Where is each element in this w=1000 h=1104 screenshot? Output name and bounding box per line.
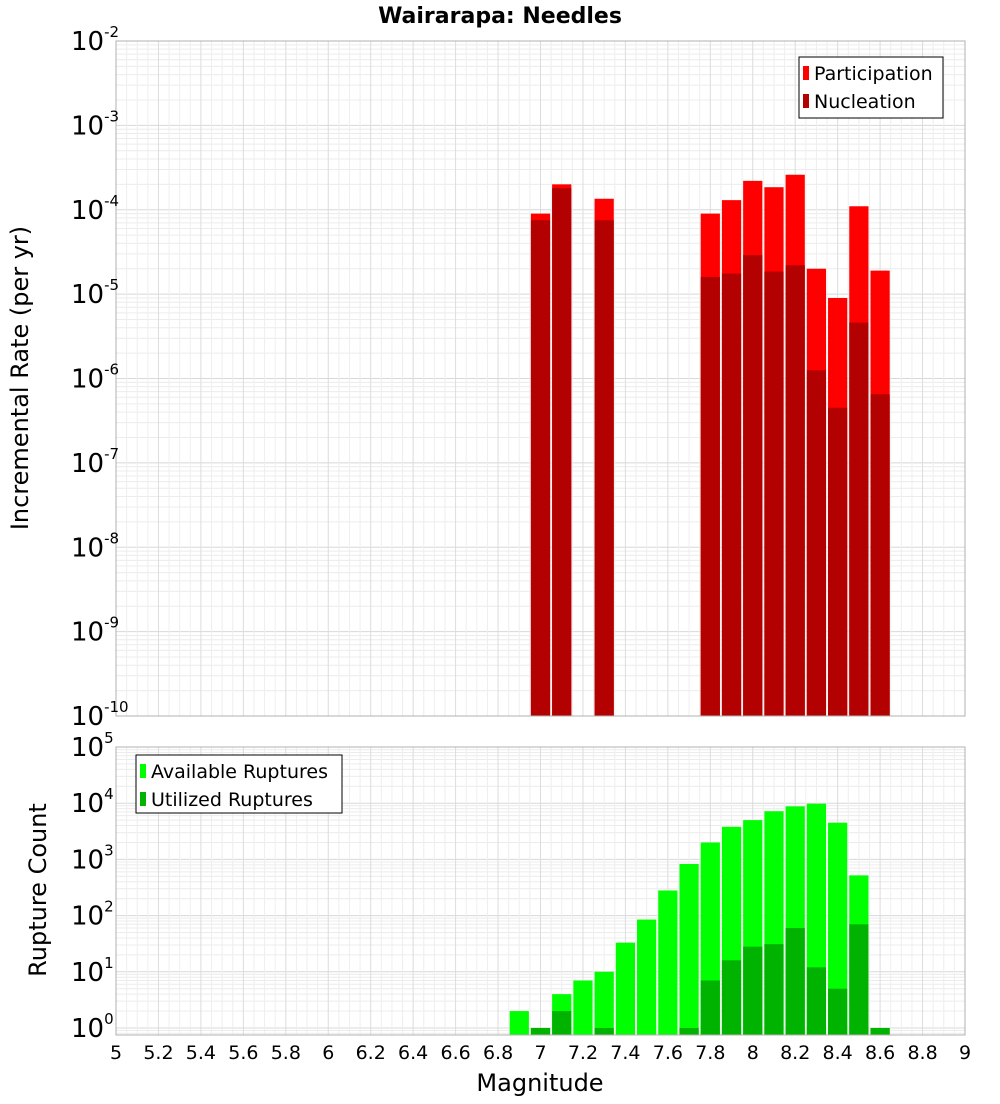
- bar-top-series-1: [870, 394, 890, 716]
- y-tick-label: 10-7: [71, 445, 119, 479]
- bar-top-series-1: [552, 188, 572, 717]
- plot-frame-bottom: [115, 746, 966, 1036]
- bar-bottom-series-1: [764, 944, 784, 1035]
- y-tick-label: 10-10: [71, 698, 129, 732]
- x-tick-label: 7.8: [695, 1042, 725, 1064]
- x-tick-label: 5.8: [271, 1042, 301, 1064]
- y-tick-label: 10-2: [71, 23, 119, 57]
- y-tick-label: 10-4: [71, 192, 119, 226]
- legend-label: Participation: [814, 63, 933, 85]
- bar-bottom-series-0: [679, 863, 699, 1035]
- bar-bottom-series-1: [679, 1027, 699, 1035]
- y-tick-label: 10-8: [71, 529, 119, 563]
- bar-bottom-series-0: [658, 890, 678, 1035]
- x-tick-label: 9: [959, 1042, 971, 1064]
- y-tick-label: 101: [71, 954, 114, 988]
- bar-top-series-1: [700, 276, 720, 716]
- x-tick-label: 6.2: [356, 1042, 386, 1064]
- x-tick-label: 5.4: [186, 1042, 216, 1064]
- y-tick-label: 10-9: [71, 614, 119, 648]
- bar-bottom-series-1: [552, 1011, 572, 1035]
- bar-bottom-series-0: [509, 1011, 529, 1035]
- x-tick-label: 8.8: [907, 1042, 937, 1064]
- bar-bottom-series-1: [700, 980, 720, 1035]
- x-axis-label: Magnitude: [476, 1069, 603, 1097]
- bar-top-series-1: [594, 220, 614, 717]
- bar-top-series-1: [764, 271, 784, 716]
- bar-bottom-series-0: [828, 822, 848, 1035]
- bar-top-series-1: [785, 265, 805, 716]
- x-tick-label: 7: [534, 1042, 546, 1064]
- chart-title: Wairarapa: Needles: [378, 4, 622, 29]
- y-tick-label: 10-5: [71, 276, 119, 310]
- legend-label: Available Ruptures: [151, 761, 328, 783]
- bar-bottom-series-1: [743, 946, 763, 1035]
- x-tick-label: 8: [747, 1042, 759, 1064]
- bar-bottom-series-1: [806, 967, 827, 1035]
- x-tick-label: 7.6: [653, 1042, 683, 1064]
- y-tick-label: 100: [71, 1010, 114, 1044]
- x-tick-label: 7.4: [610, 1042, 640, 1064]
- y-tick-label: 103: [71, 841, 114, 875]
- bar-bottom-series-0: [594, 971, 614, 1035]
- plot-layer: 10-2 10-3 10-4 10-5 10-6 10-7 10-8 10-9 10-10 Par…: [71, 23, 971, 1064]
- x-tick-label: 8.2: [780, 1042, 810, 1064]
- legend-label: Utilized Ruptures: [151, 789, 313, 811]
- bottom-y-axis-label: Rupture Count: [24, 803, 52, 977]
- bar-bottom-series-1: [721, 960, 742, 1035]
- bar-bottom-series-0: [615, 942, 636, 1035]
- legend-swatch: [803, 94, 809, 108]
- legend-box-bottom: [135, 754, 343, 814]
- bar-top-series-1: [806, 370, 827, 716]
- y-tick-label: 10-3: [71, 107, 119, 141]
- legend-swatch: [140, 764, 146, 778]
- x-tick-label: 6.8: [483, 1042, 513, 1064]
- bar-bottom-series-1: [849, 924, 869, 1035]
- legend-swatch: [140, 792, 146, 806]
- bar-bottom-series-1: [594, 1027, 614, 1035]
- bar-bottom-series-1: [870, 1027, 890, 1035]
- x-tick-label: 6.6: [440, 1042, 470, 1064]
- y-tick-label: 105: [71, 729, 114, 763]
- bar-bottom-series-1: [828, 988, 848, 1035]
- bar-bottom-series-1: [785, 928, 805, 1035]
- bar-top-series-1: [721, 273, 742, 716]
- legend-label: Nucleation: [814, 91, 916, 113]
- y-tick-label: 10-6: [71, 361, 119, 395]
- bar-top-series-1: [849, 322, 869, 716]
- bar-top-series-1: [530, 220, 551, 717]
- x-tick-label: 5.2: [143, 1042, 173, 1064]
- top-y-axis-label: Incremental Rate (per yr): [6, 226, 34, 530]
- y-tick-label: 104: [71, 785, 114, 819]
- legend-box-top: [798, 56, 944, 119]
- y-tick-label: 102: [71, 898, 114, 932]
- bar-top-series-1: [828, 407, 848, 716]
- x-tick-label: 5.6: [228, 1042, 258, 1064]
- plot-frame-top: [115, 40, 966, 717]
- x-tick-label: 8.6: [865, 1042, 895, 1064]
- x-tick-label: 6.4: [398, 1042, 428, 1064]
- bar-top-series-1: [743, 255, 763, 716]
- x-tick-label: 6: [322, 1042, 334, 1064]
- bar-bottom-series-1: [530, 1027, 551, 1035]
- bar-bottom-series-0: [637, 919, 657, 1035]
- x-tick-label: 8.4: [823, 1042, 853, 1064]
- x-tick-label: 7.2: [568, 1042, 598, 1064]
- legend-swatch: [803, 66, 809, 80]
- x-tick-label: 5: [110, 1042, 122, 1064]
- bar-bottom-series-0: [573, 980, 593, 1035]
